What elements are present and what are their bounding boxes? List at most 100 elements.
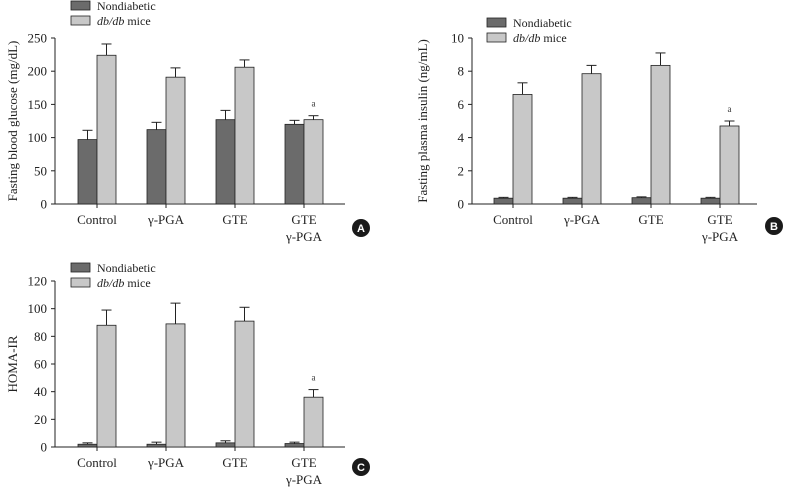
panel-b-y-tick-label: 2 [458,163,465,178]
panel-b-legend-label-dbdb-italic: db/db [513,31,540,45]
panel-c-y-tick-label: 80 [34,329,47,344]
panel-a-y-tick-label: 100 [28,130,48,145]
panel-c-y-tick-label: 60 [34,357,47,372]
panel-c-y-label: HOMA-IR [5,335,20,392]
panel-a-x-tick-label: Control [77,212,117,227]
panel-a-badge-circle [352,219,370,237]
panel-b-legend-swatch-dbdb [486,32,507,43]
panel-a-significance-mark: a [312,99,316,109]
panel-b-bar-nondiabetic [562,197,583,205]
panel-b-bars: a [493,52,740,205]
panel-c-legend-label-dbdb-rest: mice [124,276,150,290]
panel-a-legend-label-dbdb-italic: db/db [97,14,124,28]
panel-a-y-tick-label: 50 [34,163,47,178]
panel-a-legend-swatch-dbdb [70,15,91,26]
panel-b-x-tick-label: γ-PGA [563,212,601,227]
panel-c-badge-circle [352,458,370,476]
panel-a-bar-nondiabetic [284,123,305,205]
panel-b-bar-dbdb [512,94,533,205]
panel-c-legend-swatch-nondiabetic [70,262,91,273]
panel-c-bar-dbdb [234,320,255,448]
panel-c-legend-label-dbdb: db/db mice [97,276,151,290]
panel-c-y-tick-label: 20 [34,412,47,427]
panel-c-badge: C [352,458,370,476]
panel-a-badge-label: A [357,223,365,235]
panel-a: Fasting blood glucose (mg/dL) Nondiabeti… [5,0,370,244]
panel-c-x-tick-label: GTE [291,455,316,470]
panel-c-x-tick-label: γ-PGA [147,455,185,470]
panel-a-x-tick-label: GTE [222,212,247,227]
panel-c-y-tick-label: 0 [41,440,48,455]
panel-c-axes: 0 20 40 60 80 100 120 Control γ-PGA GTE GTE γ-PGA [28,274,345,487]
panel-c-bar-dbdb [303,396,324,448]
panel-b-bar-nondiabetic [700,197,721,205]
panel-b-x-tick-label: GTE [707,212,732,227]
panel-b-bar-dbdb [581,73,602,205]
panel-b-bar-nondiabetic [493,197,514,205]
panel-c-y-tick-label: 40 [34,384,47,399]
panel-a-bars: a [77,43,324,205]
panel-a-bar-dbdb [165,76,186,205]
panel-b-badge-label: B [770,221,778,233]
panel-c-legend-label-dbdb-italic: db/db [97,276,124,290]
panel-b-badge: B [765,217,783,235]
panel-c-bar-nondiabetic [146,443,167,448]
panel-a-legend-label-nondiabetic: Nondiabetic [97,0,156,13]
panel-c-x-tick-label: γ-PGA [285,472,323,487]
panel-c-bar-nondiabetic [215,442,236,448]
panel-b-y-tick-label: 6 [458,97,465,112]
panel-b-bar-dbdb [719,125,740,205]
panel-a-y-tick-label: 250 [28,31,48,46]
panel-b-x-tick-label: Control [493,212,533,227]
panel-c-bar-dbdb [165,323,186,448]
panel-c-bar-dbdb [96,324,117,448]
panel-a-x-tick-label: GTE [291,212,316,227]
panel-b-badge-circle [765,217,783,235]
panel-c-badge-label: C [357,462,365,474]
panel-b-y-label: Fasting plasma insulin (ng/mL) [415,39,430,203]
panel-b-legend-label-dbdb-rest: mice [540,31,566,45]
panel-b-y-tick-label: 8 [458,64,465,79]
panel-a-bar-dbdb [234,66,255,205]
panel-c-y-tick-label: 100 [28,301,48,316]
panel-b-legend-swatch-nondiabetic [486,17,507,28]
panel-b: Fasting plasma insulin (ng/mL) Nondiabet… [415,16,783,244]
panel-b-y-tick-label: 4 [458,130,465,145]
panel-c-legend-label-nondiabetic: Nondiabetic [97,261,156,275]
panel-a-x-tick-label: γ-PGA [285,229,323,244]
panel-c-y-tick-label: 120 [28,274,48,289]
panel-a-y-tick-label: 200 [28,64,48,79]
panel-c-significance-mark: a [312,373,316,383]
panel-b-y-tick-label: 0 [458,197,465,212]
panel-a-bar-dbdb [96,54,117,205]
panel-c-x-tick-label: GTE [222,455,247,470]
panel-a-y-tick-label: 0 [41,197,48,212]
panel-c-bars: a [77,302,324,448]
panel-a-bar-nondiabetic [77,139,98,205]
panel-a-bar-dbdb [303,119,324,205]
panel-a-legend-swatch-nondiabetic [70,0,91,11]
panel-c-bar-nondiabetic [284,443,305,448]
panel-a-y-label: Fasting blood glucose (mg/dL) [5,41,20,202]
panel-b-axes: 0 2 4 6 8 10 Control γ-PGA GTE GTE γ-PGA [451,31,757,244]
panel-a-bar-nondiabetic [146,129,167,205]
panel-b-x-tick-label: γ-PGA [701,229,739,244]
panel-b-legend-label-nondiabetic: Nondiabetic [513,16,572,30]
panel-c-x-tick-label: Control [77,455,117,470]
panel-a-bar-nondiabetic [215,119,236,205]
panel-b-bar-nondiabetic [631,197,652,205]
panel-b-y-tick-label: 10 [451,31,464,46]
panel-a-x-tick-label: γ-PGA [147,212,185,227]
panel-a-y-tick-label: 150 [28,97,48,112]
panel-b-bar-dbdb [650,64,671,205]
panel-b-significance-mark: a [728,104,732,114]
panel-a-legend-label-dbdb-rest: mice [124,14,150,28]
panel-b-x-tick-label: GTE [638,212,663,227]
panel-c-legend-swatch-dbdb [70,277,91,288]
panel-a-badge: A [352,219,370,237]
